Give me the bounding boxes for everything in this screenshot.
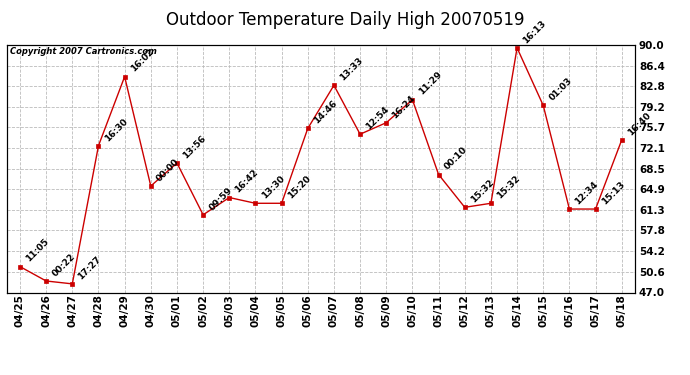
Text: 16:30: 16:30 [103,116,129,143]
Text: 16:02: 16:02 [129,47,155,74]
Text: 11:05: 11:05 [24,237,50,264]
Text: 15:13: 15:13 [600,180,627,206]
Text: 13:56: 13:56 [181,134,208,160]
Text: 00:00: 00:00 [155,157,181,183]
Text: 00:22: 00:22 [50,252,77,278]
Text: 12:54: 12:54 [364,105,391,131]
Text: 17:27: 17:27 [77,254,104,281]
Text: 15:32: 15:32 [495,174,522,201]
Text: 11:29: 11:29 [417,70,443,97]
Text: 16:13: 16:13 [521,18,548,45]
Text: 01:03: 01:03 [547,76,574,103]
Text: Copyright 2007 Cartronics.com: Copyright 2007 Cartronics.com [10,48,157,57]
Text: 15:20: 15:20 [286,174,313,201]
Text: 16:40: 16:40 [626,111,653,137]
Text: 14:46: 14:46 [312,99,339,126]
Text: 16:24: 16:24 [391,93,417,120]
Text: 09:59: 09:59 [207,185,234,212]
Text: 16:42: 16:42 [233,168,260,195]
Text: 00:10: 00:10 [443,146,469,172]
Text: 13:33: 13:33 [338,56,365,82]
Text: Outdoor Temperature Daily High 20070519: Outdoor Temperature Daily High 20070519 [166,11,524,29]
Text: 13:30: 13:30 [259,174,286,201]
Text: 15:32: 15:32 [469,178,495,204]
Text: 12:34: 12:34 [573,180,600,206]
